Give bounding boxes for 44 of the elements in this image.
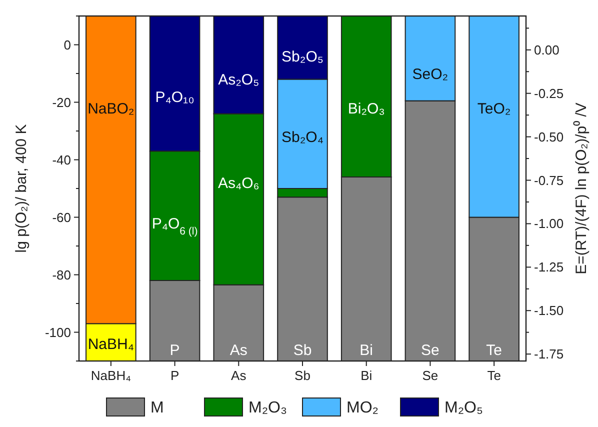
y-axis-title: lg p(O₂)/ bar, 400 K bbox=[13, 124, 30, 253]
legend-label: M bbox=[150, 400, 164, 417]
y2-axis-title: E=(RT)/(4F) ln p(O₂)/p⁰ /V bbox=[573, 102, 590, 274]
y2-tick-label: -1.25 bbox=[534, 260, 564, 275]
legend-label: M₂O₅ bbox=[444, 400, 483, 417]
y2-tick-label: -1.75 bbox=[534, 346, 564, 362]
y-tick-label: -60 bbox=[52, 210, 71, 225]
y2-tick-label: -0.75 bbox=[534, 172, 564, 188]
annotation: P₄O₁₀ bbox=[155, 88, 194, 106]
y-tick-label: 0 bbox=[64, 37, 71, 52]
legend-label: M₂O₃ bbox=[248, 400, 287, 417]
annotation: Sb₂O₄ bbox=[282, 129, 324, 146]
y2-tick-label: -0.50 bbox=[534, 129, 564, 144]
annotation: P bbox=[170, 342, 180, 359]
x-tick-label: As bbox=[231, 368, 247, 383]
y2-tick-label: -1.00 bbox=[534, 216, 564, 232]
annotation: NaBO₂ bbox=[88, 100, 134, 118]
annotation: As bbox=[230, 342, 248, 359]
y2-tick-label: -0.25 bbox=[534, 86, 564, 101]
annotation: Bi₂O₃ bbox=[348, 100, 385, 118]
x-tick-label: NaBH₄ bbox=[90, 368, 131, 383]
annotation: NaBH₄ bbox=[88, 336, 134, 353]
annotation: P₄O$_{6 (l)}$ bbox=[152, 215, 198, 238]
y2-tick-label: 0.00 bbox=[534, 42, 560, 58]
x-tick-label: Bi bbox=[360, 368, 372, 383]
y-tick-label: -40 bbox=[52, 152, 71, 168]
legend-label: MO₂ bbox=[346, 400, 378, 417]
annotation: Sb₂O₅ bbox=[282, 48, 324, 66]
annotation: As₄O₆ bbox=[218, 175, 260, 192]
x-tick-label: P bbox=[170, 368, 180, 383]
y-tick-label: -100 bbox=[44, 324, 71, 340]
annotation: Bi bbox=[360, 342, 374, 359]
annotation: Se bbox=[421, 342, 440, 359]
annotation: As₂O₅ bbox=[218, 72, 260, 88]
x-tick-label: Te bbox=[487, 368, 501, 383]
annotation: Sb bbox=[293, 342, 312, 359]
y2-tick-label: -1.50 bbox=[534, 303, 564, 318]
annotation: TeO₂ bbox=[477, 100, 511, 118]
x-tick-label: Sb bbox=[294, 368, 310, 383]
y-tick-label: -20 bbox=[52, 94, 71, 110]
annotation: Te bbox=[486, 342, 502, 359]
annotation: SeO₂ bbox=[412, 66, 448, 83]
y-tick-label: -80 bbox=[52, 267, 71, 282]
x-tick-label: Se bbox=[422, 368, 438, 383]
